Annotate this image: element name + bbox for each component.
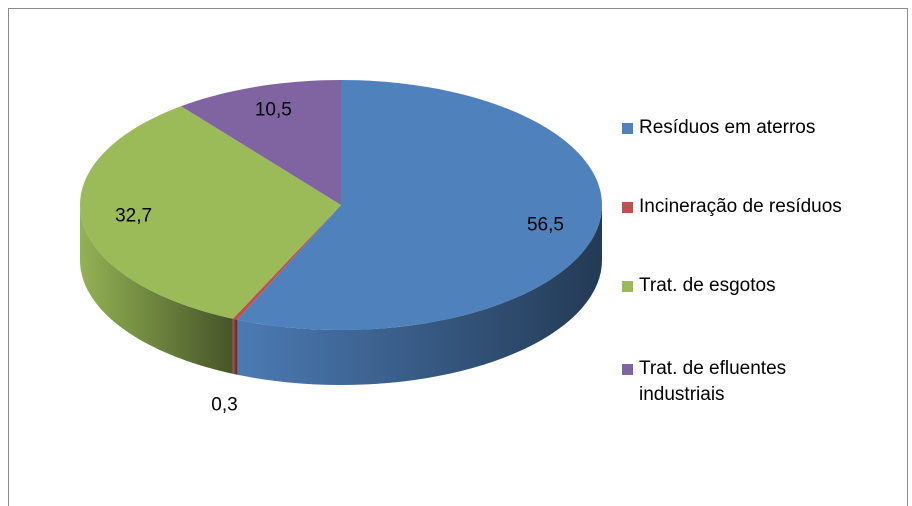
chart-border	[8, 8, 908, 506]
legend-swatch	[622, 123, 633, 134]
legend-item: Trat. de esgotos	[622, 273, 849, 299]
legend-swatch	[622, 364, 633, 375]
legend-label: Incineração de resíduos	[639, 196, 842, 217]
slice	[181, 80, 341, 205]
legend-item: Trat. de efluentes industriais	[622, 356, 849, 408]
legend-swatch	[622, 281, 633, 292]
data-label: 32,7	[115, 206, 152, 227]
data-label: 56,5	[527, 214, 564, 235]
legend-item: Incineração de resíduos	[622, 194, 849, 220]
slice	[80, 106, 342, 319]
legend-label: Trat. de esgotos	[639, 275, 776, 296]
slice	[232, 205, 341, 320]
legend-label: Resíduos em aterros	[639, 117, 816, 138]
data-label: 0,3	[211, 395, 237, 416]
legend-item: Resíduos em aterros	[622, 115, 849, 141]
legend-swatch	[622, 202, 633, 213]
slice-side-shade	[232, 318, 238, 375]
slice-side-shade	[237, 205, 602, 385]
slice-side-shade	[80, 205, 233, 374]
data-label: 10,5	[255, 99, 292, 120]
legend-label: Trat. de efluentes industriais	[639, 358, 787, 405]
slice	[237, 80, 602, 330]
